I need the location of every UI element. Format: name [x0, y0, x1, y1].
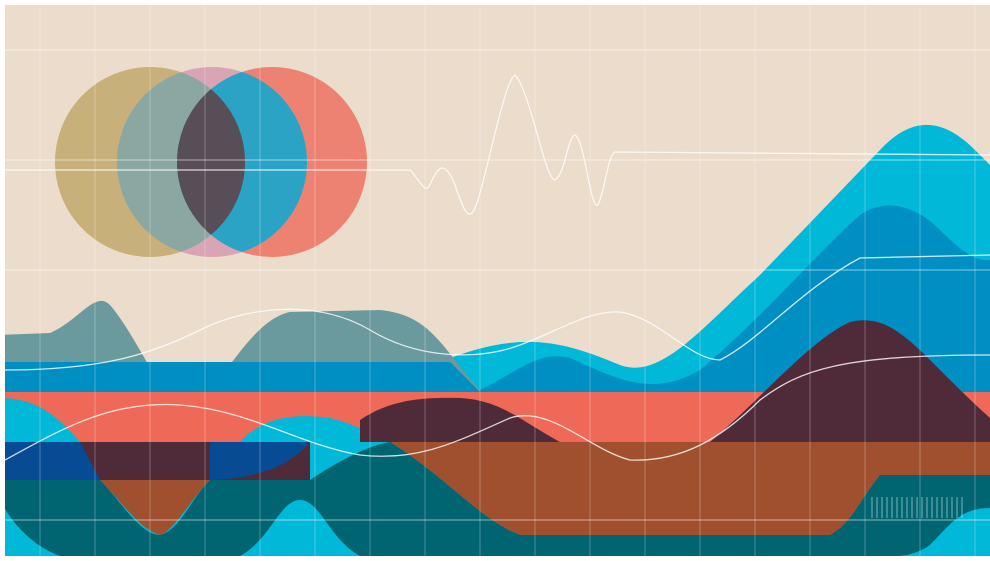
hatch — [871, 497, 963, 518]
center-overlap — [177, 67, 245, 257]
overlaps — [117, 67, 307, 257]
brown-band — [390, 442, 990, 535]
plum-mountain — [710, 320, 990, 442]
plum-shape — [360, 397, 560, 442]
navy-patch — [200, 442, 310, 480]
brown-patch — [100, 480, 210, 535]
signal-lines — [5, 74, 990, 461]
navy-patch — [5, 442, 100, 480]
grid — [39, 5, 976, 556]
teal-ground — [5, 442, 990, 556]
horizontal-lines — [5, 49, 990, 521]
blue-mountain — [5, 205, 990, 410]
cyan-patch — [240, 416, 390, 442]
